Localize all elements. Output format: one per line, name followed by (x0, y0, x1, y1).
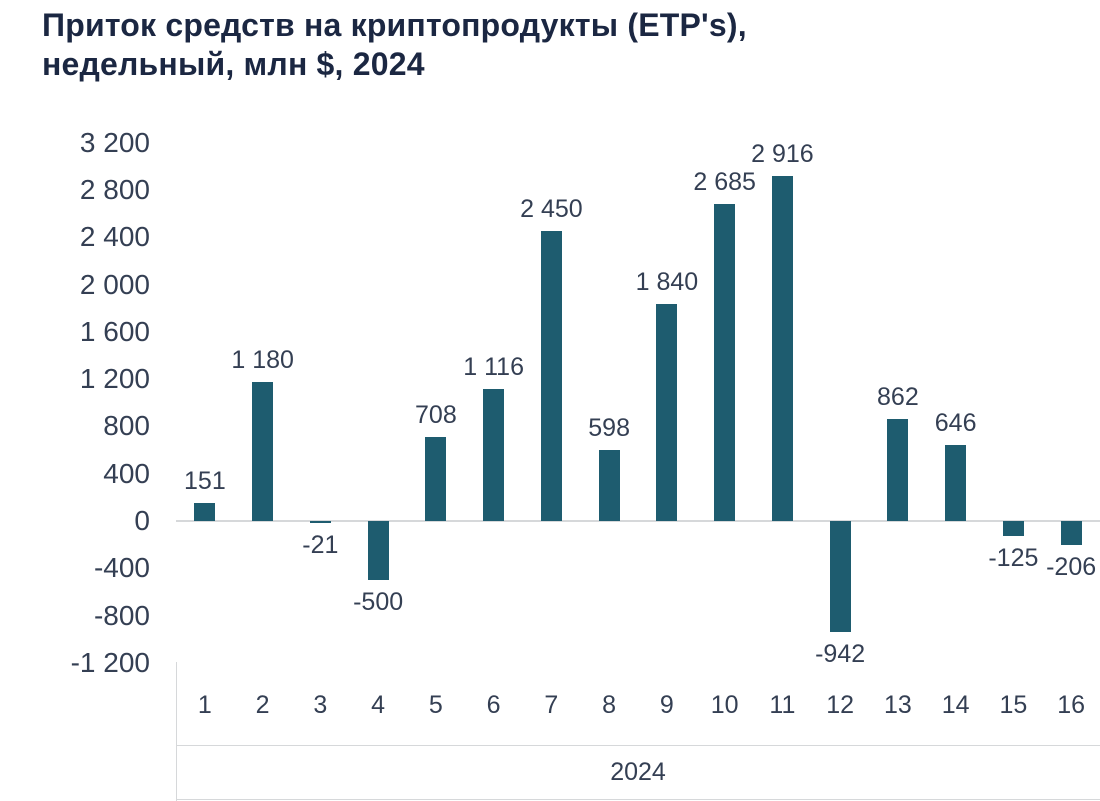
bar-value-label: -500 (353, 588, 404, 617)
bar-week-16 (1060, 521, 1082, 546)
y-axis-tick-label: 1 600 (79, 315, 150, 347)
x-axis-group-label: 2024 (610, 758, 666, 786)
chart-title-line-1: Приток средств на криптопродукты (ETP's)… (42, 7, 747, 43)
bar-value-label: 646 (934, 408, 977, 437)
bar-week-15 (1002, 521, 1024, 536)
bar-week-11 (771, 176, 793, 521)
y-axis-tick-label: -400 (93, 552, 150, 584)
y-axis-tick-label: 0 (134, 505, 150, 536)
x-axis-tick-label: 4 (371, 691, 386, 719)
x-axis-tick-label: 7 (544, 691, 559, 719)
bar-value-label: 862 (877, 383, 919, 412)
bar-week-7 (540, 231, 562, 521)
y-axis-tick-label: 3 200 (79, 126, 150, 158)
bar-week-8 (598, 450, 620, 521)
x-axis-tick-label: 2 (255, 691, 270, 719)
x-axis-tick-label: 16 (1057, 691, 1086, 719)
category-axis-bottom-line (176, 799, 1100, 800)
y-axis-tick-label: 2 800 (79, 174, 150, 206)
x-axis-tick-label: 9 (659, 691, 674, 719)
bar-value-label: 598 (588, 414, 630, 443)
x-axis-tick-label: 14 (941, 691, 970, 719)
bar-value-label: -21 (302, 531, 339, 560)
bar-week-10 (714, 203, 736, 521)
bar-week-2 (252, 381, 274, 521)
bar-value-label: 1 180 (231, 345, 294, 374)
x-axis-tick-label: 5 (428, 691, 443, 719)
x-axis-tick-label: 11 (769, 691, 796, 719)
category-axis-vertical-line (176, 662, 177, 801)
y-axis-tick-label: 400 (103, 457, 150, 489)
x-axis-tick-label: 1 (197, 691, 212, 719)
category-axis-separator-line (176, 745, 1100, 746)
bar-value-label: -206 (1046, 553, 1097, 582)
x-axis-tick-label: 8 (602, 691, 617, 719)
bar-week-14 (945, 444, 967, 521)
chart-title-line-2: недельный, млн $, 2024 (42, 46, 425, 82)
bar-week-12 (829, 521, 851, 633)
bar-week-13 (887, 419, 909, 521)
x-axis-tick-label: 6 (486, 691, 501, 719)
bar-week-9 (656, 303, 678, 521)
bar-value-label: 1 840 (635, 267, 699, 296)
zero-axis-line (176, 520, 1100, 522)
bar-value-label: -125 (988, 543, 1039, 572)
x-axis-tick-label: 3 (313, 691, 328, 719)
bar-value-label: 1 116 (463, 353, 524, 382)
chart-title: Приток средств на криптопродукты (ETP's)… (42, 6, 747, 84)
bar-week-1 (194, 503, 216, 521)
bar-value-label: -942 (815, 640, 866, 669)
bar-week-4 (367, 521, 389, 581)
y-axis-tick-label: 1 200 (79, 363, 150, 395)
y-axis-tick-label: -1 200 (70, 646, 150, 678)
x-axis-tick-label: 15 (999, 691, 1028, 719)
bar-value-label: 2 450 (520, 195, 583, 224)
y-axis-tick-label: -800 (93, 599, 150, 631)
x-axis-tick-label: 10 (710, 691, 739, 719)
bar-value-label: 708 (415, 401, 457, 430)
bar-week-3 (309, 521, 331, 524)
y-axis-tick-label: 2 000 (79, 268, 150, 300)
bar-value-label: 2 685 (693, 167, 756, 196)
bar-value-label: 151 (184, 467, 226, 496)
bar-value-label: 2 916 (751, 140, 814, 169)
bar-week-6 (483, 389, 505, 521)
bar-week-5 (425, 437, 447, 521)
y-axis-tick-label: 800 (103, 410, 150, 442)
x-axis-tick-label: 13 (883, 691, 912, 719)
y-axis-tick-label: 2 400 (79, 221, 150, 253)
x-axis-tick-label: 12 (826, 691, 855, 719)
